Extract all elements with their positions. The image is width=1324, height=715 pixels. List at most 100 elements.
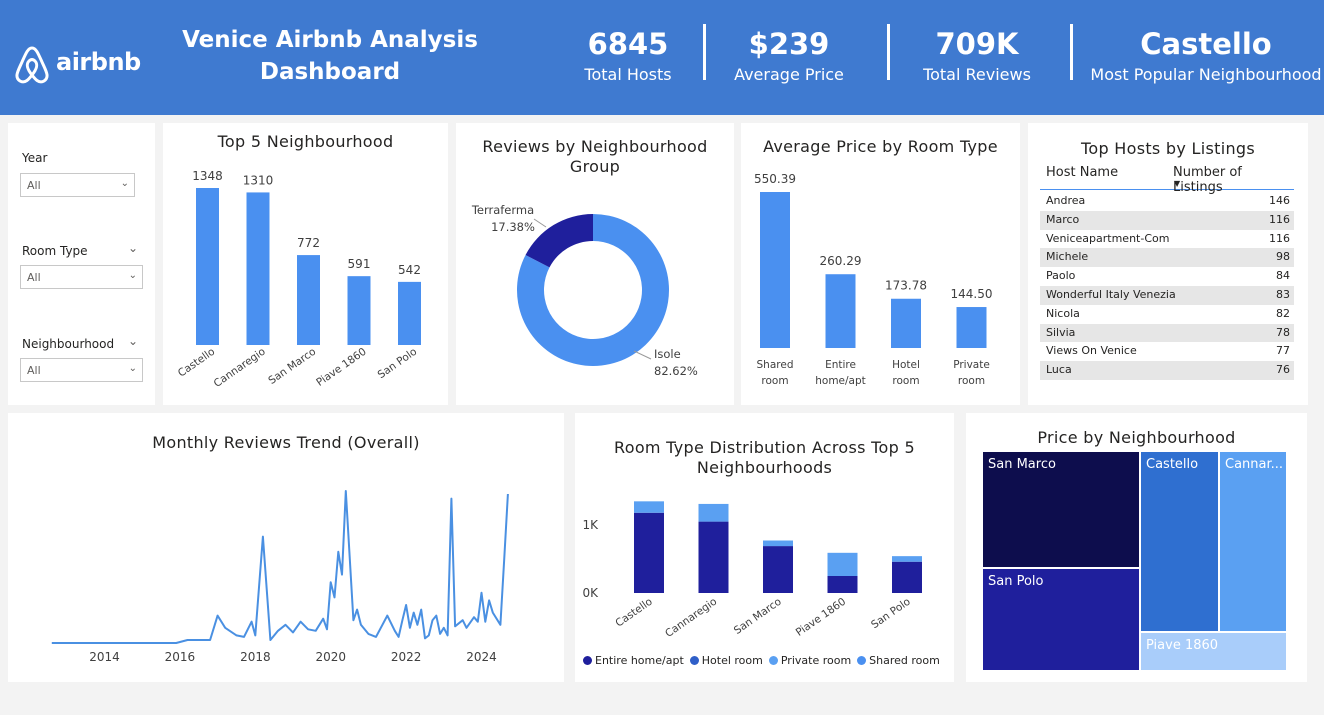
- table-row[interactable]: Nicola 82: [1040, 305, 1294, 324]
- host-name-cell: Nicola: [1046, 306, 1080, 320]
- treemap-title: Price by Neighbourhood: [1037, 428, 1236, 447]
- slicer-year-dropdown[interactable]: All ⌄: [20, 173, 135, 197]
- data-label: 1310: [243, 173, 274, 187]
- slicer-neighbourhood-dropdown[interactable]: All ⌄: [20, 358, 143, 382]
- listing-count-cell: 83: [1276, 288, 1290, 301]
- data-label: 144.50: [951, 287, 993, 301]
- bar-segment-private-room-san-polo: [892, 556, 922, 562]
- kpi-label: Total Reviews: [923, 65, 1031, 84]
- table-header: Host Name Number of Listings ▼: [1040, 165, 1294, 195]
- kpi-value: 6845: [587, 27, 669, 61]
- monthly-reviews-card: Monthly Reviews Trend (Overall) 2014 2016…: [8, 413, 564, 682]
- table-row[interactable]: Luca 76: [1040, 361, 1294, 380]
- chevron-down-icon[interactable]: ⌄: [128, 241, 139, 255]
- avg-price-card: Average Price by Room Type 550.39 Shared r…: [741, 123, 1020, 405]
- airbnb-logo: airbnb: [14, 44, 141, 84]
- host-name-cell: Veniceapartment-Com: [1046, 231, 1170, 245]
- treemap-cell-cannaregio[interactable]: Cannar...: [1219, 451, 1287, 632]
- slicer-neighbourhood-value: All: [27, 364, 41, 377]
- y-tick-label: 1K: [582, 518, 599, 532]
- listing-count-cell: 146: [1269, 194, 1290, 207]
- bar-segment-entire-home-apt-cannaregio: [698, 521, 729, 593]
- table-row[interactable]: Michele 98: [1040, 248, 1294, 268]
- bar-segment-entire-home-apt-castello: [634, 512, 664, 593]
- price-treemap-card: Price by Neighbourhood San Marco San Polo…: [966, 413, 1307, 682]
- x-tick-label: Hotel: [892, 359, 920, 371]
- host-name-cell: Silvia: [1046, 325, 1076, 339]
- legend-swatch: [689, 656, 699, 665]
- slicer-room-type-label: Room Type: [22, 244, 88, 258]
- legend-item-private-room[interactable]: Private room: [768, 654, 851, 667]
- table-row[interactable]: Veniceapartment-Com 116: [1040, 230, 1294, 249]
- bar-castello: [196, 188, 219, 345]
- slicer-room-type-value: All: [27, 271, 41, 284]
- legend-item-shared-room[interactable]: Shared room: [857, 654, 940, 667]
- legend-swatch: [583, 656, 592, 665]
- bar-private-room: [956, 307, 987, 348]
- data-label: 550.39: [754, 172, 796, 186]
- table-row[interactable]: Andrea 146: [1040, 192, 1294, 211]
- dashboard-title: Venice Airbnb Analysis Dashboard: [180, 24, 480, 88]
- listing-count-cell: 78: [1276, 325, 1290, 339]
- slicer-room-type-dropdown[interactable]: All ⌄: [20, 265, 143, 289]
- top5-bar-chart: 1348 Castello 1310 Cannaregio 772 San Marco 59…: [176, 169, 421, 390]
- table-row[interactable]: Views On Venice 77: [1040, 342, 1294, 361]
- x-tick-label: 2016: [165, 650, 196, 664]
- kpi-divider: [1070, 24, 1073, 80]
- table-row[interactable]: Paolo 84: [1040, 267, 1294, 286]
- bar-segment-private-room-piave-1860: [827, 552, 858, 576]
- x-tick-label: San Marco: [266, 346, 318, 387]
- host-name-cell: Marco: [1046, 212, 1080, 226]
- sort-desc-icon: ▼: [1174, 179, 1181, 188]
- kpi-average-price: $239 Average Price: [728, 24, 850, 86]
- table-row[interactable]: Wonderful Italy Venezia 83: [1040, 286, 1294, 305]
- treemap-cell-san-polo[interactable]: San Polo: [982, 568, 1140, 671]
- legend-item-hotel-room[interactable]: Hotel room: [689, 654, 763, 667]
- x-tick-label: home/apt: [815, 375, 866, 387]
- reviews-donut-chart: Terraferma 17.38% Isole 82.62%: [471, 203, 698, 378]
- stacked-legend: Entire home/apt Hotel room Private room Sha…: [583, 649, 953, 668]
- donut-chart-title: Reviews by Neighbourhood Group: [482, 137, 708, 176]
- treemap-cell-piave-1860[interactable]: Piave 1860: [1140, 632, 1287, 671]
- x-tick-label: 2020: [315, 650, 346, 664]
- bar-san-marco: [297, 255, 320, 345]
- airbnb-belo-icon: [15, 46, 49, 84]
- x-tick-label: room: [761, 375, 788, 387]
- kpi-total-hosts: 6845 Total Hosts: [578, 24, 678, 86]
- data-label: 772: [297, 236, 320, 250]
- listing-count-cell: 116: [1269, 231, 1290, 245]
- bar-hotel-room: [891, 298, 921, 348]
- col-header-host-name[interactable]: Host Name: [1046, 165, 1119, 180]
- monthly-reviews-line-chart: 2014 2016 2018 2020 2022 2024: [51, 490, 509, 664]
- host-name-cell: Views On Venice: [1046, 344, 1137, 358]
- chevron-down-icon[interactable]: ⌄: [128, 334, 139, 348]
- table-row[interactable]: Silvia 78: [1040, 323, 1294, 343]
- slice-label-name: Terraferma: [471, 203, 534, 217]
- kpi-total-reviews: 709K Total Reviews: [918, 24, 1036, 86]
- host-name-cell: Paolo: [1046, 269, 1076, 283]
- x-tick-label: Cannaregio: [212, 346, 268, 390]
- legend-label: Shared room: [869, 654, 940, 667]
- bar-piave-1860: [347, 276, 371, 345]
- bar-shared-room: [760, 192, 790, 348]
- table-row[interactable]: Marco 116: [1040, 210, 1294, 230]
- legend-item-entire-home-apt[interactable]: Entire home/apt: [583, 654, 684, 667]
- listing-count-cell: 116: [1269, 212, 1290, 226]
- x-tick-label: San Marco: [732, 596, 784, 637]
- col-header-number-of-listings[interactable]: Number of Listings: [1173, 165, 1242, 195]
- bar-san-polo: [398, 281, 421, 345]
- host-name-cell: Michele: [1046, 250, 1089, 264]
- x-tick-label: San Polo: [376, 346, 420, 382]
- slicer-panel: Year All ⌄ Room Type ⌄ All ⌄ Neighbourho…: [8, 123, 155, 405]
- legend-label: Entire home/apt: [595, 654, 684, 667]
- listing-count-cell: 84: [1276, 269, 1290, 283]
- treemap-cell-san-marco[interactable]: San Marco: [982, 451, 1140, 568]
- x-tick-label: 2014: [89, 650, 120, 664]
- treemap-cell-castello[interactable]: Castello: [1140, 451, 1219, 632]
- slice-label-value: 17.38%: [491, 220, 535, 234]
- host-name-cell: Wonderful Italy Venezia: [1046, 288, 1176, 301]
- x-tick-label: San Polo: [869, 596, 913, 632]
- x-tick-label: Private: [953, 359, 990, 371]
- stacked-chart-title: Room Type Distribution Across Top 5 Neig…: [614, 438, 915, 477]
- x-tick-label: Shared: [757, 359, 794, 371]
